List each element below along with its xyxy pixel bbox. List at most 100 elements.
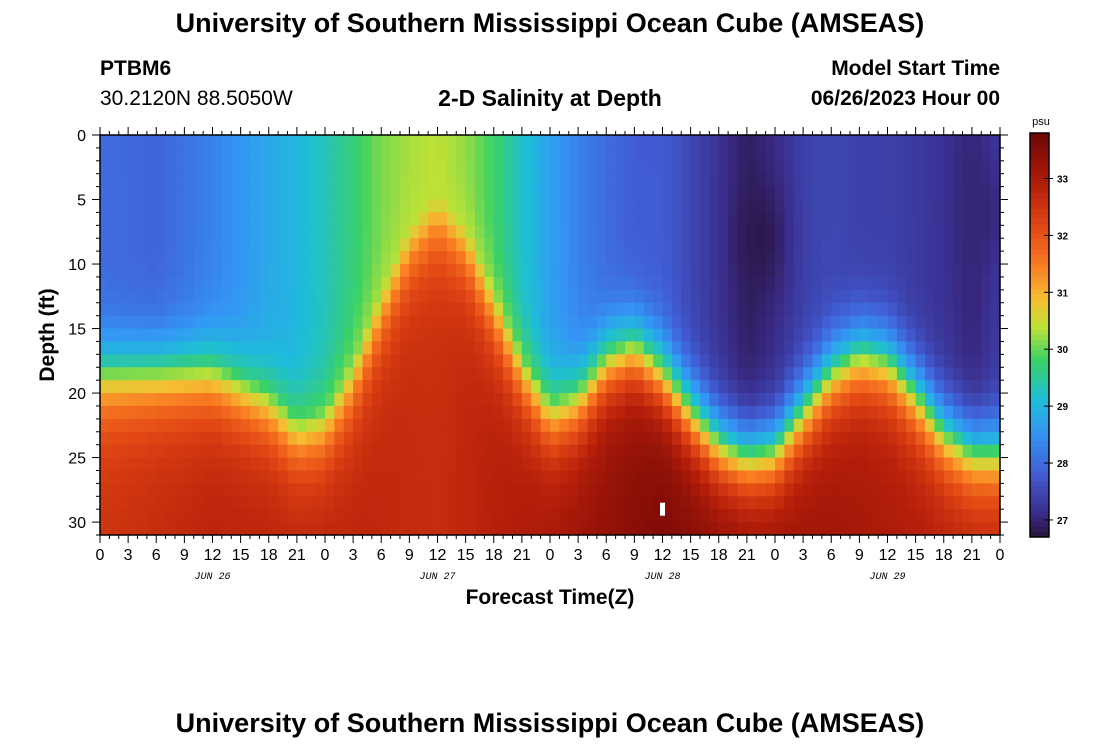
colorbar-segment	[1030, 430, 1049, 437]
heatmap-cell	[943, 147, 954, 162]
heatmap-cell	[887, 354, 898, 368]
heatmap-cell	[381, 418, 392, 433]
heatmap-cell	[203, 470, 214, 484]
heatmap-cell	[400, 289, 410, 304]
heatmap-cell	[643, 354, 654, 368]
heatmap-cell	[100, 160, 110, 175]
heatmap-cell	[681, 470, 692, 484]
heatmap-cell	[596, 470, 607, 484]
heatmap-cell	[221, 289, 232, 304]
heatmap-cell	[550, 341, 560, 355]
heatmap-cell	[878, 509, 889, 523]
heatmap-cell	[475, 225, 485, 239]
heatmap-cell	[812, 147, 823, 162]
heatmap-cell	[118, 457, 129, 472]
colorbar-segment	[1030, 476, 1049, 482]
heatmap-cell	[831, 251, 842, 265]
heatmap-cell	[371, 302, 382, 317]
heatmap-cell	[250, 302, 260, 317]
heatmap-cell	[118, 135, 129, 149]
heatmap-cell	[850, 367, 860, 381]
heatmap-cell	[325, 496, 335, 510]
heatmap-cell	[268, 186, 279, 201]
heatmap-cell	[353, 147, 364, 162]
heatmap-cell	[493, 251, 504, 265]
heatmap-cell	[793, 225, 804, 239]
heatmap-cell	[400, 199, 410, 214]
heatmap-cell	[681, 264, 692, 278]
heatmap-cell	[100, 354, 110, 368]
heatmap-cell	[700, 264, 710, 278]
heatmap-cell	[250, 225, 260, 239]
x-tick-label: 6	[152, 547, 161, 564]
heatmap-cell	[184, 457, 195, 472]
heatmap-cell	[325, 367, 335, 381]
heatmap-cell	[671, 147, 682, 162]
heatmap-cell	[212, 225, 223, 239]
heatmap-cell	[287, 135, 298, 149]
heatmap-cell	[221, 418, 232, 433]
heatmap-cell	[353, 483, 364, 497]
heatmap-cell	[643, 238, 654, 252]
heatmap-cell	[503, 367, 514, 381]
heatmap-cell	[437, 522, 448, 535]
heatmap-cell	[278, 496, 289, 510]
heatmap-cell	[709, 509, 720, 523]
heatmap-cell	[990, 393, 1000, 407]
heatmap-cell	[118, 328, 129, 343]
heatmap-cell	[325, 135, 335, 149]
colorbar-tick-label: 33	[1057, 175, 1069, 186]
heatmap-cell	[259, 470, 270, 484]
heatmap-cell	[137, 509, 148, 523]
heatmap-cell	[821, 496, 832, 510]
heatmap-cell	[850, 147, 860, 162]
x-tick-label: 21	[963, 547, 981, 564]
heatmap-cell	[775, 444, 785, 459]
heatmap-cell	[334, 470, 345, 484]
heatmap-cell	[746, 393, 757, 407]
heatmap-cell	[278, 444, 289, 459]
heatmap-cell	[634, 496, 645, 510]
heatmap-cell	[521, 160, 532, 175]
heatmap-cell	[137, 186, 148, 201]
heatmap-cell	[128, 509, 139, 523]
heatmap-cell	[465, 315, 476, 330]
heatmap-cell	[296, 522, 307, 535]
heatmap-cell	[493, 147, 504, 162]
heatmap-cell	[831, 418, 842, 433]
colorbar-segment	[1030, 294, 1049, 301]
heatmap-cell	[887, 238, 898, 252]
heatmap-cell	[325, 225, 335, 239]
heatmap-cell	[540, 276, 551, 291]
heatmap-cell	[550, 380, 560, 394]
heatmap-cell	[456, 238, 467, 252]
heatmap-cell	[943, 199, 954, 214]
heatmap-cell	[625, 405, 635, 420]
heatmap-cell	[278, 418, 289, 433]
heatmap-cell	[531, 225, 542, 239]
heatmap-cell	[456, 147, 467, 162]
heatmap-cell	[859, 135, 870, 149]
heatmap-cell	[821, 418, 832, 433]
heatmap-cell	[409, 212, 420, 226]
heatmap-cell	[203, 522, 214, 535]
heatmap-cell	[146, 225, 157, 239]
heatmap-cell	[184, 418, 195, 433]
heatmap-cell	[850, 509, 860, 523]
heatmap-cell	[878, 302, 889, 317]
heatmap-cell	[343, 289, 354, 304]
heatmap-cell	[306, 418, 317, 433]
heatmap-cell	[728, 251, 739, 265]
heatmap-cell	[587, 186, 598, 201]
heatmap-cell	[221, 160, 232, 175]
heatmap-cell	[690, 199, 701, 214]
heatmap-cell	[756, 393, 767, 407]
heatmap-cell	[343, 470, 354, 484]
heatmap-cell	[221, 264, 232, 278]
heatmap-cell	[446, 354, 457, 368]
heatmap-cell	[793, 457, 804, 472]
heatmap-cell	[821, 302, 832, 317]
heatmap-cell	[690, 483, 701, 497]
heatmap-cell	[493, 483, 504, 497]
